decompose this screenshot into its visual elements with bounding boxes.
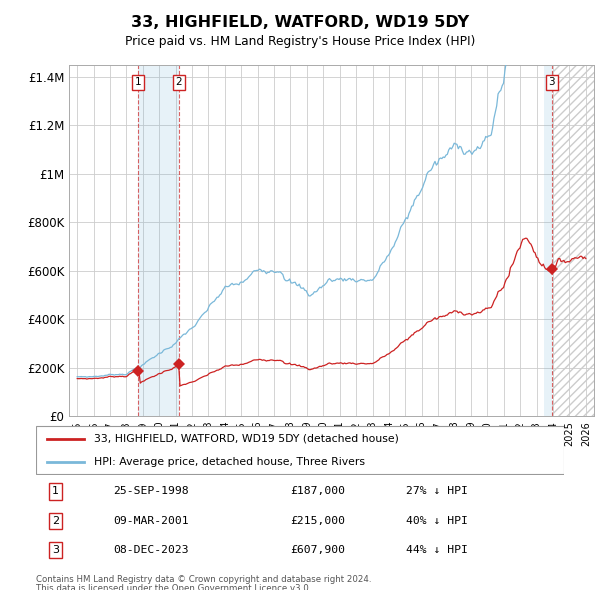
Text: 3: 3: [548, 77, 555, 87]
Text: Price paid vs. HM Land Registry's House Price Index (HPI): Price paid vs. HM Land Registry's House …: [125, 35, 475, 48]
Text: 40% ↓ HPI: 40% ↓ HPI: [406, 516, 468, 526]
Text: 27% ↓ HPI: 27% ↓ HPI: [406, 486, 468, 496]
Text: 33, HIGHFIELD, WATFORD, WD19 5DY: 33, HIGHFIELD, WATFORD, WD19 5DY: [131, 15, 469, 30]
Text: £187,000: £187,000: [290, 486, 345, 496]
Text: 1: 1: [135, 77, 142, 87]
Text: 08-DEC-2023: 08-DEC-2023: [113, 545, 189, 555]
Text: 25-SEP-1998: 25-SEP-1998: [113, 486, 189, 496]
Text: 3: 3: [52, 545, 59, 555]
Text: 2: 2: [52, 516, 59, 526]
Text: Contains HM Land Registry data © Crown copyright and database right 2024.: Contains HM Land Registry data © Crown c…: [36, 575, 371, 584]
Text: This data is licensed under the Open Government Licence v3.0.: This data is licensed under the Open Gov…: [36, 584, 311, 590]
Bar: [544, 65, 552, 416]
Text: 09-MAR-2001: 09-MAR-2001: [113, 516, 189, 526]
FancyBboxPatch shape: [36, 426, 564, 474]
Text: HPI: Average price, detached house, Three Rivers: HPI: Average price, detached house, Thre…: [94, 457, 365, 467]
Text: £607,900: £607,900: [290, 545, 345, 555]
Bar: [139, 65, 179, 416]
Text: 33, HIGHFIELD, WATFORD, WD19 5DY (detached house): 33, HIGHFIELD, WATFORD, WD19 5DY (detach…: [94, 434, 399, 444]
Text: 1: 1: [52, 486, 59, 496]
Text: £215,000: £215,000: [290, 516, 345, 526]
Text: 44% ↓ HPI: 44% ↓ HPI: [406, 545, 468, 555]
Bar: [552, 65, 594, 416]
Text: 2: 2: [175, 77, 182, 87]
